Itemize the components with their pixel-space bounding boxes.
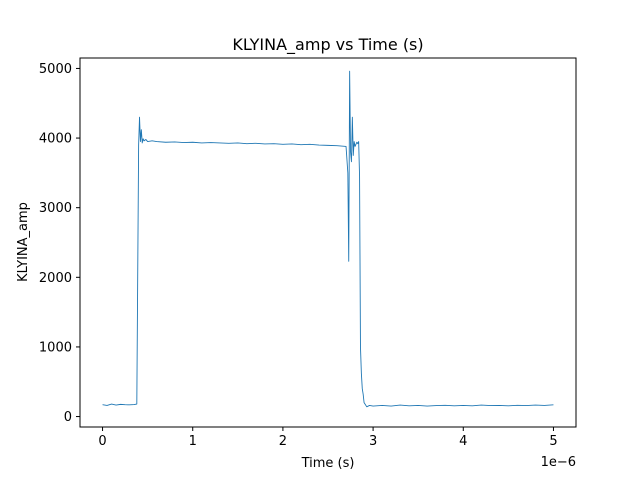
chart-title: KLYINA_amp vs Time (s) [232, 35, 423, 55]
series-line-0 [102, 70, 554, 408]
y-axis-label: KLYINA_amp [16, 202, 31, 282]
y-tick-label: 0 [64, 410, 72, 425]
x-tick-label: 5 [549, 434, 557, 449]
y-tick-label: 3000 [39, 201, 72, 216]
y-tick-label: 2000 [39, 271, 72, 286]
plot-area [80, 58, 576, 427]
x-tick-label: 0 [98, 434, 106, 449]
y-tick-label: 1000 [39, 340, 72, 355]
y-tick-label: 5000 [39, 62, 72, 77]
x-axis-offset-label: 1e−6 [541, 455, 576, 470]
x-axis-label: Time (s) [301, 456, 355, 471]
plot-frame [79, 57, 577, 428]
x-tick-label: 4 [459, 434, 467, 449]
series-layer [102, 70, 554, 408]
x-tick-label: 1 [189, 434, 197, 449]
y-tick-label: 4000 [39, 132, 72, 147]
ticks-layer: 0 1 2 3 4 5 0 1000 2000 3000 4000 5000 [39, 62, 558, 449]
x-tick-label: 3 [369, 434, 377, 449]
x-tick-label: 2 [279, 434, 287, 449]
